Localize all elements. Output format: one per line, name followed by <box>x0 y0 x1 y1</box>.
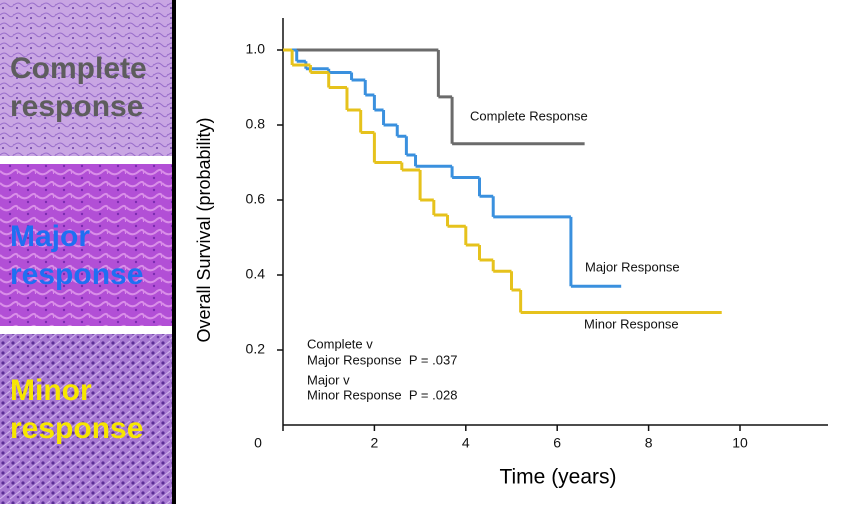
y-tick-label: 1.0 <box>246 41 266 57</box>
panel-label: Complete <box>10 52 147 85</box>
panel-label: response <box>10 90 143 123</box>
divider <box>172 0 176 504</box>
y-tick-label: 0.8 <box>246 116 266 132</box>
annotation: Major Response P = .037 <box>307 352 457 367</box>
x-tick-label: 10 <box>732 435 748 451</box>
panel-label: Major <box>10 220 90 253</box>
histology-image <box>0 164 172 326</box>
x-tick-label: 6 <box>553 435 561 451</box>
annotation: Major v <box>307 372 350 387</box>
annotation: Minor Response P = .028 <box>307 387 457 402</box>
histology-image <box>0 334 172 504</box>
histology-image <box>0 0 172 156</box>
y-tick-label: 0.6 <box>246 191 266 207</box>
panel-labels: Complete response Major response Minor respon… <box>10 52 147 445</box>
y-tick-label: 0.2 <box>246 341 266 357</box>
panel-label: response <box>10 258 143 291</box>
y-tick-label: 0.4 <box>246 266 266 282</box>
panel-label: Minor <box>10 374 92 407</box>
plot: 1.0 0.8 0.6 0.4 0.2 0 2 4 6 8 10 Complete Response M… <box>246 41 748 451</box>
x-tick-label: 0 <box>254 435 262 451</box>
x-tick-label: 8 <box>645 435 653 451</box>
x-tick-label: 2 <box>371 435 379 451</box>
series-label: Complete Response <box>470 108 588 123</box>
series-label: Minor Response <box>584 316 679 331</box>
y-axis-label: Overall Survival (probability) <box>194 117 214 342</box>
x-tick-label: 4 <box>462 435 470 451</box>
panel-label: response <box>10 412 143 445</box>
x-axis-label: Time (years) <box>499 466 616 489</box>
annotation: Complete v <box>307 336 373 351</box>
series-label: Major Response <box>585 259 680 274</box>
